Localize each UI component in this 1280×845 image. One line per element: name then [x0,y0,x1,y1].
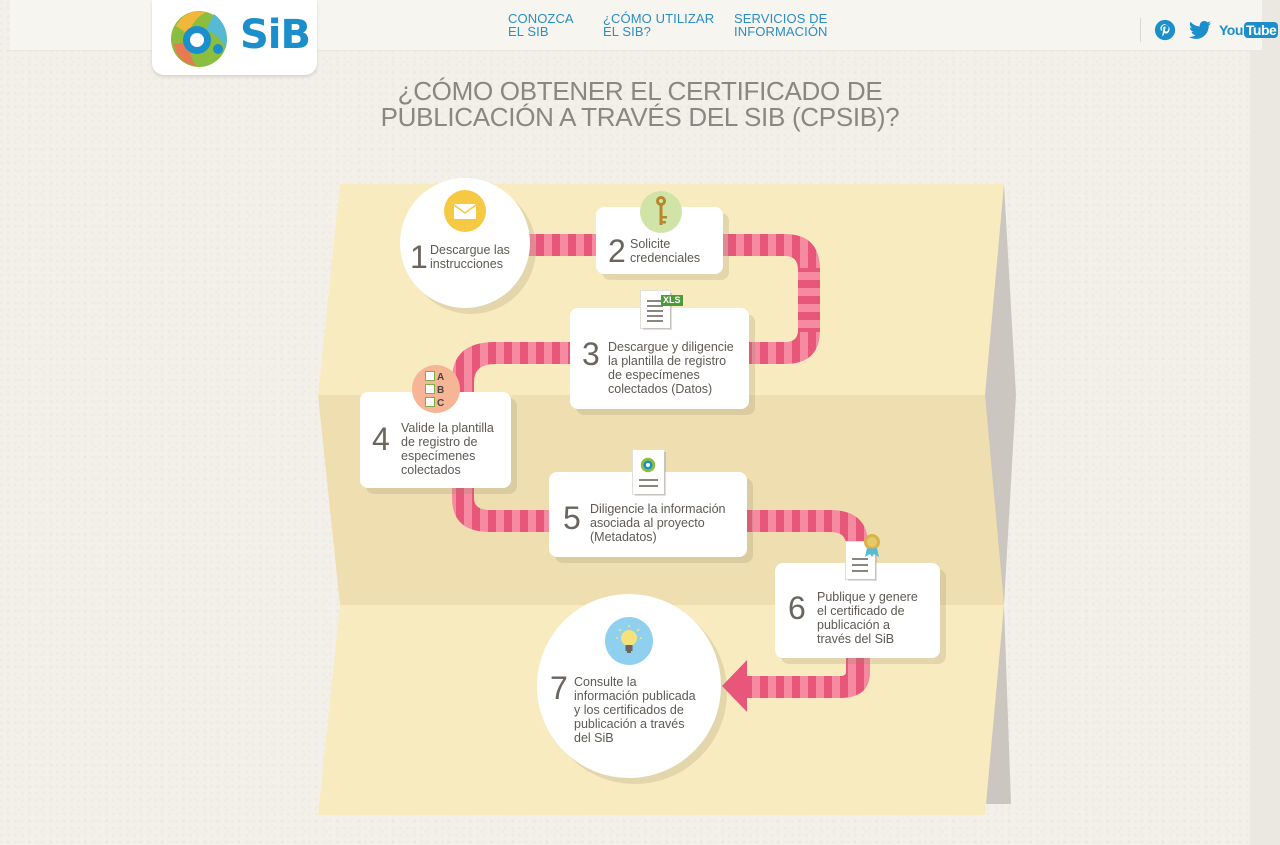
step-7-text: Consulte la información publicada y los … [574,675,696,745]
youtube-icon[interactable]: You Tube [1219,18,1279,42]
step-6-text: Publique y genere el certificado de publ… [817,590,918,646]
key-icon [640,191,682,233]
lightbulb-icon [605,617,653,665]
youtube-tube-label: Tube [1243,22,1279,38]
check-c: C [437,398,445,409]
sib-logo-text: SiB [240,12,311,58]
step-5-number: 5 [563,500,581,536]
sib-logo-link[interactable]: SiB [152,0,317,75]
step-2-text: Solicite credenciales [630,237,701,265]
step-2-number: 2 [608,233,626,269]
step-1-card[interactable]: 1 Descargue las instrucciones [400,178,530,308]
step-3-text: Descargue y diligencie la plantilla de r… [608,340,734,396]
step-6-number: 6 [788,590,806,626]
step-4-text: Valide la plantilla de registro de espec… [401,421,494,477]
abc-checklist-icon: A B C [412,365,460,413]
pinterest-icon[interactable] [1154,18,1176,42]
metadata-document-icon [633,450,664,494]
certificate-document-icon [846,534,880,579]
xls-badge: XLS [661,295,683,306]
step-7-number: 7 [550,670,568,706]
check-a: A [437,372,445,383]
step-1-text: Descargue las instrucciones [430,243,510,271]
page-right-edge [1250,0,1280,845]
social-divider [1140,18,1141,42]
nav-como-utilizar-el-sib[interactable]: ¿CÓMO UTILIZAR EL SIB? [603,11,715,39]
sib-logo-icon [171,11,227,67]
xls-document-icon: XLS [641,291,683,328]
nav-conozca-el-sib[interactable]: CONOZCA EL SIB [508,11,574,39]
page-title: ¿CÓMO OBTENER EL CERTIFICADO DE PUBLICAC… [380,76,900,132]
step-1-number: 1 [410,239,428,275]
check-b: B [437,385,445,396]
youtube-you-label: You [1219,22,1243,38]
step-5-text: Diligencie la información asociada al pr… [590,502,726,544]
step-3-number: 3 [582,336,600,372]
nav-servicios-de-informacion[interactable]: SERVICIOS DE INFORMACIÓN [734,11,828,39]
step-4-number: 4 [372,421,390,457]
step-2-card[interactable]: 2 Solicite credenciales [596,207,723,274]
envelope-icon [444,190,486,232]
twitter-icon[interactable] [1188,18,1212,42]
